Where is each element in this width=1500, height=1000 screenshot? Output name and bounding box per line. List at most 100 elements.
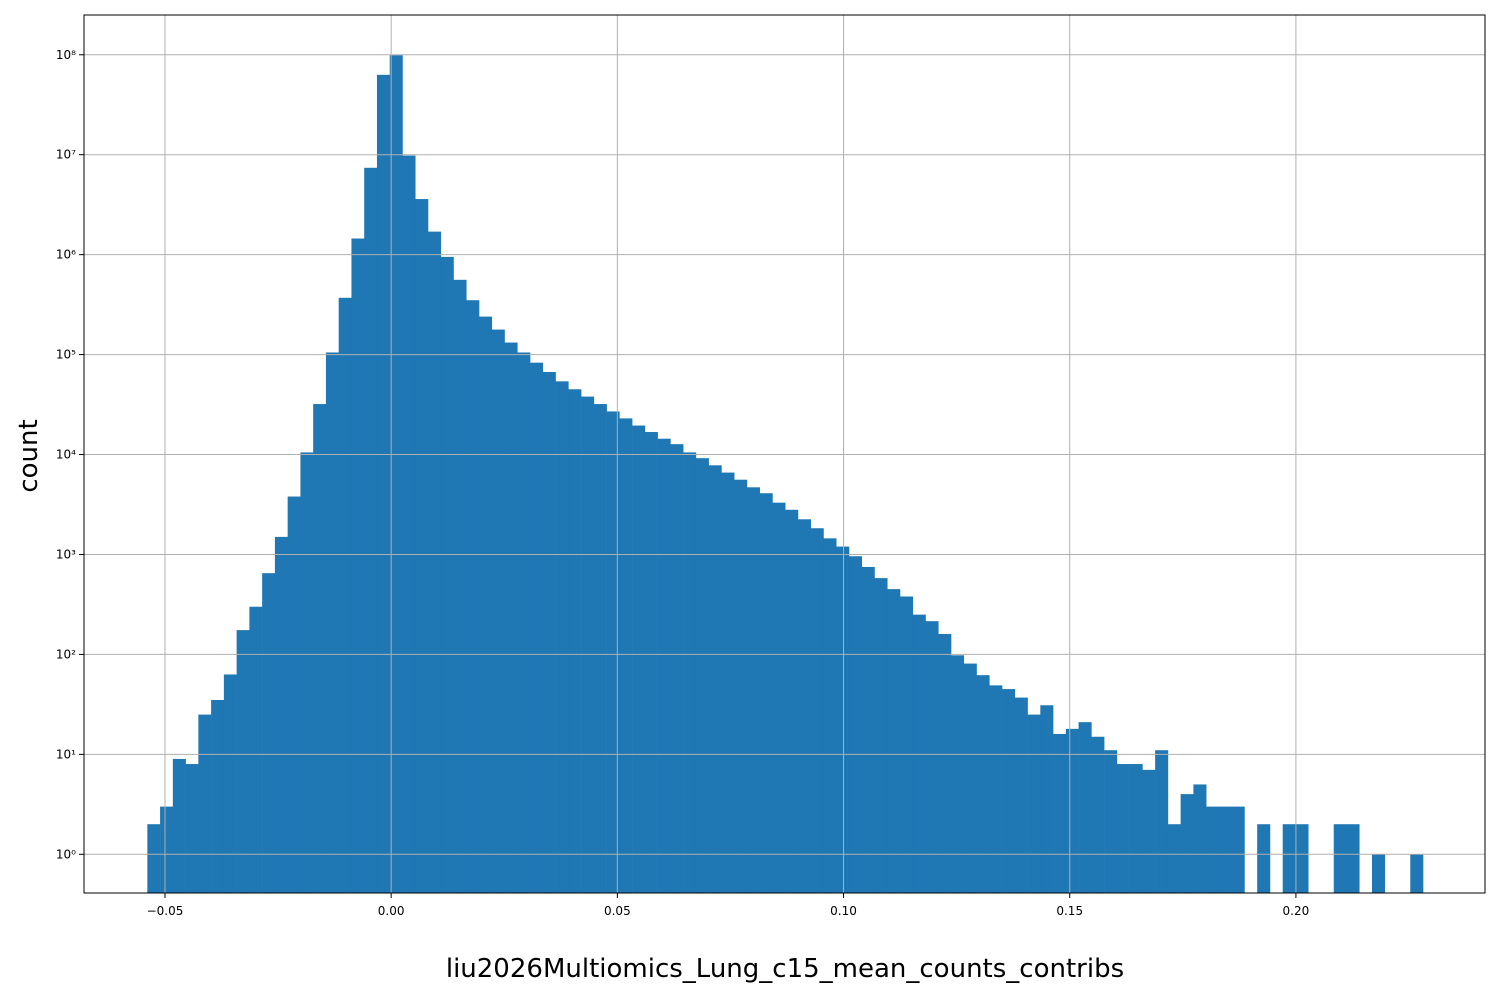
bar xyxy=(619,418,633,893)
bar xyxy=(938,634,952,893)
bar xyxy=(887,589,901,893)
bar xyxy=(542,371,556,893)
bar xyxy=(1104,750,1118,893)
x-axis-label: liu2026Multiomics_Lung_c15_mean_counts_c… xyxy=(446,954,1124,984)
bar xyxy=(172,758,186,893)
bar xyxy=(325,352,339,893)
bar xyxy=(963,663,977,893)
x-tick-label: 0.05 xyxy=(604,904,631,918)
bar xyxy=(721,472,735,893)
bar xyxy=(402,155,416,893)
bar xyxy=(1333,824,1347,893)
bar xyxy=(644,432,658,893)
bar xyxy=(1218,806,1232,893)
bar xyxy=(1167,824,1181,893)
bar xyxy=(1231,806,1245,893)
bar xyxy=(899,596,914,893)
bar xyxy=(1091,736,1105,893)
bar xyxy=(1346,824,1360,893)
x-tick-label: 0.00 xyxy=(378,904,405,918)
bar xyxy=(479,316,493,893)
bar xyxy=(313,404,327,893)
bar xyxy=(1040,705,1054,893)
bar xyxy=(1027,714,1041,893)
bar xyxy=(415,199,429,893)
bar xyxy=(632,425,646,893)
bar xyxy=(1155,750,1169,893)
bar xyxy=(836,546,850,893)
bar xyxy=(389,55,403,894)
bar xyxy=(861,566,875,893)
bar xyxy=(593,404,607,893)
bar xyxy=(874,578,888,893)
bar xyxy=(581,396,595,893)
bar xyxy=(657,438,671,893)
bar xyxy=(1295,824,1309,893)
bar xyxy=(466,300,480,893)
bar xyxy=(1410,854,1424,893)
bar xyxy=(912,614,926,893)
bar xyxy=(236,630,250,893)
bar xyxy=(262,573,276,893)
bar xyxy=(223,674,237,893)
bar xyxy=(351,238,365,893)
bar xyxy=(427,231,442,894)
y-tick-label: 10² xyxy=(56,647,76,661)
bar xyxy=(976,675,990,893)
bar xyxy=(951,655,965,893)
bar xyxy=(185,764,199,893)
bar xyxy=(147,824,161,893)
bar xyxy=(504,342,518,893)
bar xyxy=(1371,854,1386,893)
bar xyxy=(1257,824,1271,893)
bar xyxy=(211,699,225,893)
bar xyxy=(1129,764,1143,893)
bar xyxy=(1053,733,1067,893)
bar xyxy=(555,381,569,893)
bar xyxy=(695,458,709,893)
bar xyxy=(287,496,301,893)
bar xyxy=(376,74,391,893)
bar xyxy=(708,465,722,893)
bar xyxy=(453,279,467,893)
bar xyxy=(491,329,505,893)
bar xyxy=(1014,697,1028,893)
bar xyxy=(530,362,544,893)
y-tick-label: 10⁸ xyxy=(56,48,76,62)
bar xyxy=(160,806,174,893)
bar xyxy=(759,493,773,893)
bar xyxy=(746,487,760,893)
bar xyxy=(1142,769,1156,893)
bar xyxy=(249,606,263,893)
y-tick-label: 10⁶ xyxy=(56,248,76,262)
bar xyxy=(1002,689,1016,893)
bar xyxy=(568,389,582,893)
y-axis-label: count xyxy=(14,419,44,492)
bar xyxy=(670,444,684,893)
bar xyxy=(1193,784,1207,893)
bar xyxy=(1116,764,1130,893)
bar xyxy=(606,411,620,893)
bar xyxy=(772,502,786,893)
bar xyxy=(198,714,212,893)
bar xyxy=(925,621,939,893)
bar xyxy=(1065,728,1079,893)
bar xyxy=(440,256,454,893)
bar xyxy=(338,297,352,893)
bar xyxy=(300,452,314,893)
x-tick-label: 0.10 xyxy=(830,904,857,918)
bar xyxy=(1206,806,1220,893)
bar xyxy=(1282,824,1296,893)
bar xyxy=(823,538,837,893)
y-tick-label: 10⁷ xyxy=(56,148,76,162)
x-tick-label: −0.05 xyxy=(147,904,184,918)
bar xyxy=(517,352,531,893)
x-tick-label: 0.15 xyxy=(1056,904,1083,918)
bar xyxy=(734,479,748,893)
bar xyxy=(1180,794,1194,893)
x-tick-label: 0.20 xyxy=(1283,904,1310,918)
y-tick-label: 10¹ xyxy=(56,747,76,761)
bar xyxy=(989,685,1003,893)
bar xyxy=(848,556,863,893)
